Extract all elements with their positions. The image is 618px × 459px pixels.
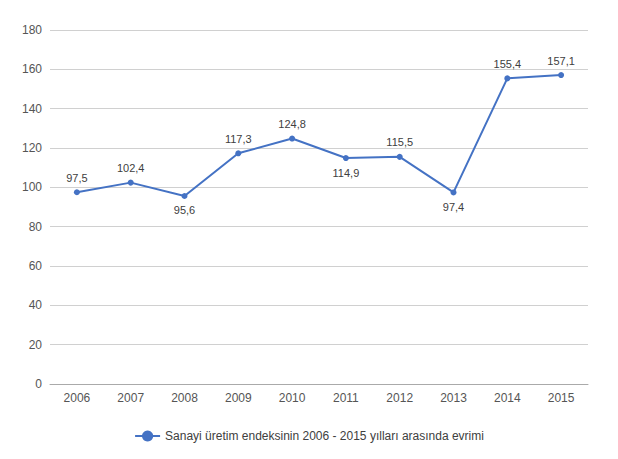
svg-text:2009: 2009	[225, 391, 252, 405]
svg-text:120: 120	[22, 141, 42, 155]
svg-text:20: 20	[29, 338, 43, 352]
svg-text:95,6: 95,6	[174, 204, 195, 216]
svg-text:97,4: 97,4	[443, 201, 464, 213]
svg-text:2013: 2013	[440, 391, 467, 405]
svg-text:114,9: 114,9	[333, 167, 360, 179]
svg-text:140: 140	[22, 102, 42, 116]
svg-text:124,8: 124,8	[278, 118, 306, 130]
svg-text:180: 180	[22, 23, 42, 37]
svg-text:2015: 2015	[548, 391, 575, 405]
svg-text:2006: 2006	[64, 391, 91, 405]
svg-text:115,5: 115,5	[386, 136, 413, 148]
svg-text:40: 40	[29, 298, 43, 312]
svg-text:2014: 2014	[494, 391, 521, 405]
svg-text:2008: 2008	[171, 391, 198, 405]
svg-text:2007: 2007	[117, 391, 144, 405]
svg-text:2010: 2010	[279, 391, 306, 405]
svg-text:80: 80	[29, 220, 43, 234]
svg-text:160: 160	[22, 62, 42, 76]
svg-text:60: 60	[29, 259, 43, 273]
svg-text:117,3: 117,3	[225, 133, 252, 145]
svg-text:157,1: 157,1	[547, 55, 575, 67]
svg-text:2012: 2012	[386, 391, 413, 405]
svg-text:97,5: 97,5	[66, 172, 87, 184]
svg-text:0: 0	[35, 377, 42, 391]
svg-text:155,4: 155,4	[494, 58, 522, 70]
svg-text:102,4: 102,4	[117, 162, 145, 174]
svg-text:Sanayi üretim endeksinin 2006: Sanayi üretim endeksinin 2006 - 2015 yıl…	[165, 429, 484, 443]
svg-text:2011: 2011	[333, 391, 359, 405]
svg-text:100: 100	[22, 180, 42, 194]
